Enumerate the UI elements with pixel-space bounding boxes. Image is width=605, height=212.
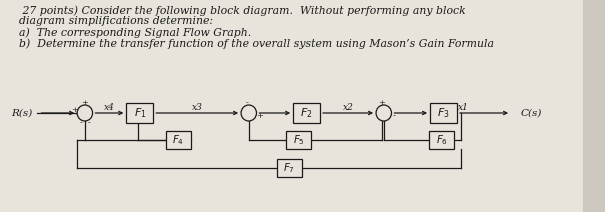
Text: b)  Determine the transfer function of the overall system using Mason’s Gain For: b) Determine the transfer function of th… <box>19 38 494 49</box>
Text: x2: x2 <box>342 102 353 112</box>
Text: $F_1$: $F_1$ <box>134 106 146 120</box>
Text: diagram simplifications determine:: diagram simplifications determine: <box>19 16 214 26</box>
Text: x4: x4 <box>104 102 115 112</box>
Circle shape <box>77 105 93 121</box>
Text: C(s): C(s) <box>521 109 542 117</box>
Text: a)  The corresponding Signal Flow Graph.: a) The corresponding Signal Flow Graph. <box>19 27 252 38</box>
Bar <box>126 103 153 123</box>
Text: $F_5$: $F_5$ <box>293 133 305 147</box>
Bar <box>166 131 191 149</box>
Text: +: + <box>71 106 77 114</box>
Text: +: + <box>82 99 88 107</box>
Bar <box>293 103 320 123</box>
Text: +: + <box>256 112 263 120</box>
Text: x3: x3 <box>192 102 203 112</box>
Text: $F_7$: $F_7$ <box>283 161 295 175</box>
Text: -: - <box>80 119 82 127</box>
Bar <box>430 103 457 123</box>
Text: -: - <box>393 112 396 120</box>
Bar <box>276 159 302 177</box>
Circle shape <box>376 105 391 121</box>
Text: $F_6$: $F_6$ <box>436 133 448 147</box>
Bar <box>286 131 312 149</box>
Text: R(s): R(s) <box>11 109 33 117</box>
Text: 27 points) Consider the following block diagram.  Without performing any block: 27 points) Consider the following block … <box>19 5 466 15</box>
Text: $F_3$: $F_3$ <box>437 106 450 120</box>
Text: -: - <box>246 99 248 107</box>
Text: +: + <box>378 99 385 107</box>
Text: x1: x1 <box>459 102 469 112</box>
Text: $F_4$: $F_4$ <box>172 133 185 147</box>
Bar <box>429 131 454 149</box>
Text: -: - <box>87 119 90 127</box>
Circle shape <box>241 105 257 121</box>
Text: $F_2$: $F_2$ <box>300 106 313 120</box>
